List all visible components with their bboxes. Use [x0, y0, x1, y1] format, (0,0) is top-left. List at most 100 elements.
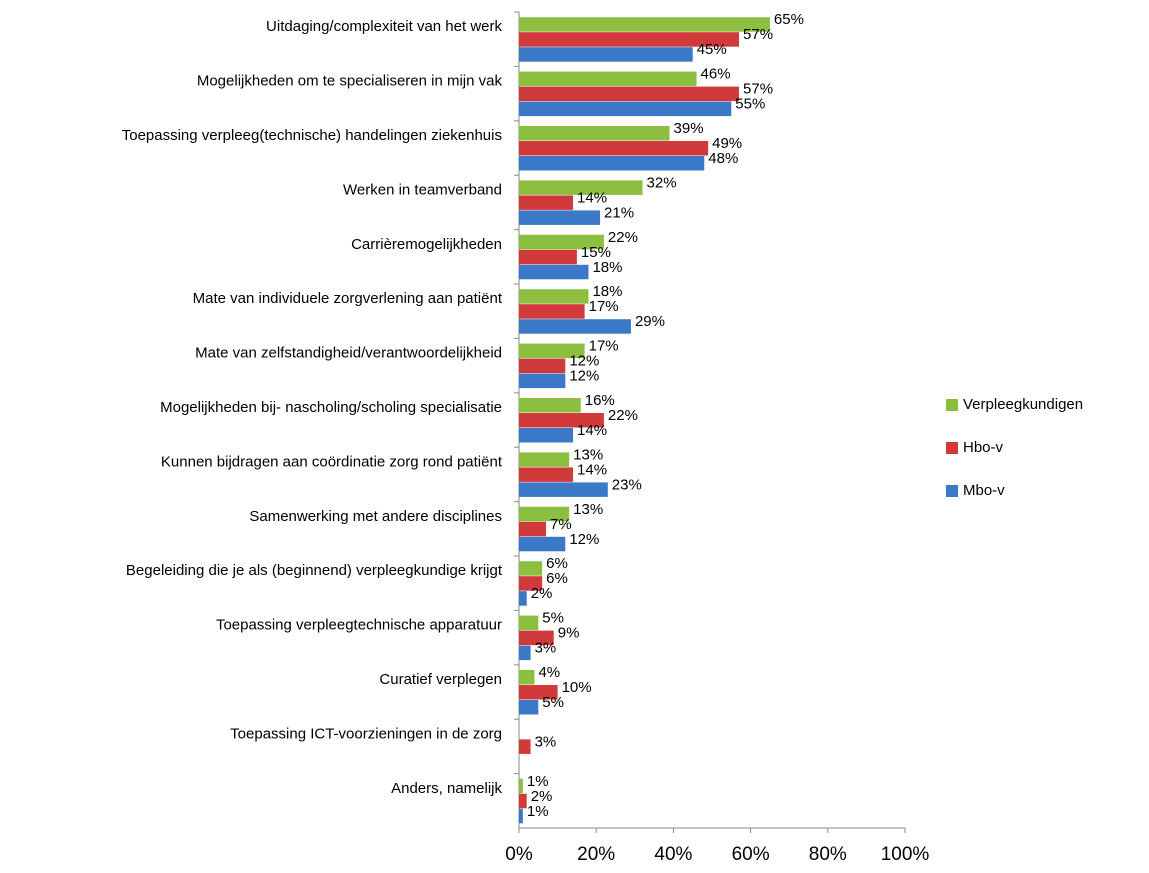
bar: [519, 428, 574, 443]
bar: [519, 591, 527, 606]
bar: [519, 536, 566, 552]
value-label: 2%: [531, 788, 553, 805]
bar: [519, 343, 585, 359]
bar: [519, 700, 539, 715]
x-tick-label: 60%: [732, 844, 770, 865]
bar: [519, 17, 770, 32]
x-tick-label: 0%: [505, 844, 533, 865]
value-label: 3%: [535, 640, 557, 657]
value-label: 18%: [592, 283, 622, 300]
bar: [519, 467, 574, 482]
x-tick-label: 40%: [654, 844, 692, 865]
value-label: 14%: [577, 461, 607, 478]
value-label: 22%: [608, 229, 638, 246]
value-label: 1%: [527, 803, 549, 820]
bar: [519, 126, 670, 141]
value-label: 5%: [542, 610, 564, 627]
bar: [519, 630, 554, 646]
y-tick-label: Toepassing ICT-voorzieningen in de zorg: [230, 725, 502, 742]
value-label: 6%: [546, 555, 568, 572]
value-label: 7%: [550, 516, 572, 533]
bar: [519, 195, 574, 210]
legend-label: Mbo-v: [963, 482, 1005, 499]
bar: [519, 249, 577, 265]
value-label: 23%: [612, 476, 642, 493]
value-label: 29%: [635, 313, 665, 330]
value-label: 48%: [708, 150, 738, 167]
bar: [519, 32, 740, 47]
value-label: 6%: [546, 570, 568, 587]
value-label: 39%: [674, 120, 704, 137]
bar: [519, 482, 608, 497]
value-label: 1%: [527, 773, 549, 790]
bar: [519, 86, 740, 102]
bar: [519, 180, 643, 195]
y-tick-label: Kunnen bijdragen aan coördinatie zorg ro…: [161, 453, 503, 470]
bar: [519, 101, 732, 117]
value-label: 13%: [573, 501, 603, 518]
bar: [519, 808, 523, 824]
bar: [519, 645, 531, 661]
value-label: 57%: [743, 26, 773, 43]
bar: [519, 778, 523, 794]
value-label: 32%: [647, 174, 677, 191]
y-tick-label: Begeleiding die je als (beginnend) verpl…: [126, 562, 503, 579]
bar: [519, 373, 566, 389]
bar: [519, 141, 709, 156]
bar: [519, 576, 543, 591]
legend-label: Verpleegkundigen: [963, 396, 1083, 413]
value-label: 17%: [589, 338, 619, 355]
value-label: 49%: [712, 135, 742, 152]
value-label: 18%: [592, 259, 622, 276]
value-label: 3%: [535, 733, 557, 750]
y-tick-label: Mate van individuele zorgverlening aan p…: [193, 290, 503, 307]
bar: [519, 210, 601, 225]
value-label: 65%: [774, 11, 804, 28]
bar: [519, 398, 581, 413]
value-label: 5%: [542, 694, 564, 711]
bar: [519, 156, 705, 171]
y-tick-label: Werken in teamverband: [343, 181, 502, 198]
x-tick-label: 100%: [881, 844, 930, 865]
value-label: 4%: [538, 664, 560, 681]
legend-swatch: [946, 442, 958, 454]
y-tick-label: Toepassing verpleeg(technische) handelin…: [122, 127, 502, 144]
value-label: 12%: [569, 531, 599, 548]
legend-swatch: [946, 399, 958, 411]
value-label: 45%: [697, 41, 727, 58]
value-label: 14%: [577, 189, 607, 206]
value-label: 55%: [735, 96, 765, 113]
legend-swatch: [946, 485, 958, 497]
value-label: 9%: [558, 625, 580, 642]
bar: [519, 358, 566, 374]
y-tick-label: Toepassing verpleegtechnische apparatuur: [216, 617, 502, 634]
legend-label: Hbo-v: [963, 439, 1004, 456]
y-tick-label: Curatief verplegen: [379, 671, 502, 688]
bar: [519, 304, 585, 319]
value-label: 22%: [608, 407, 638, 424]
bar: [519, 615, 539, 631]
value-label: 12%: [569, 353, 599, 370]
value-label: 15%: [581, 244, 611, 261]
y-tick-label: Uitdaging/complexiteit van het werk: [266, 18, 502, 35]
bar: [519, 71, 697, 87]
value-label: 14%: [577, 422, 607, 439]
bar: [519, 521, 547, 537]
y-tick-label: Anders, namelijk: [391, 780, 502, 797]
value-label: 17%: [589, 298, 619, 315]
bar: [519, 47, 693, 62]
bar: [519, 319, 631, 334]
bar: [519, 506, 570, 522]
bar: [519, 739, 531, 754]
value-label: 46%: [701, 66, 731, 83]
value-label: 21%: [604, 204, 634, 221]
bar: [519, 685, 558, 700]
bar: [519, 452, 570, 467]
value-label: 2%: [531, 585, 553, 602]
y-tick-label: Carrièremogelijkheden: [351, 236, 502, 253]
y-tick-label: Mogelijkheden om te specialiseren in mij…: [197, 73, 503, 90]
y-tick-label: Mate van zelfstandigheid/verantwoordelij…: [195, 345, 502, 362]
bar: [519, 289, 589, 304]
value-label: 10%: [562, 679, 592, 696]
